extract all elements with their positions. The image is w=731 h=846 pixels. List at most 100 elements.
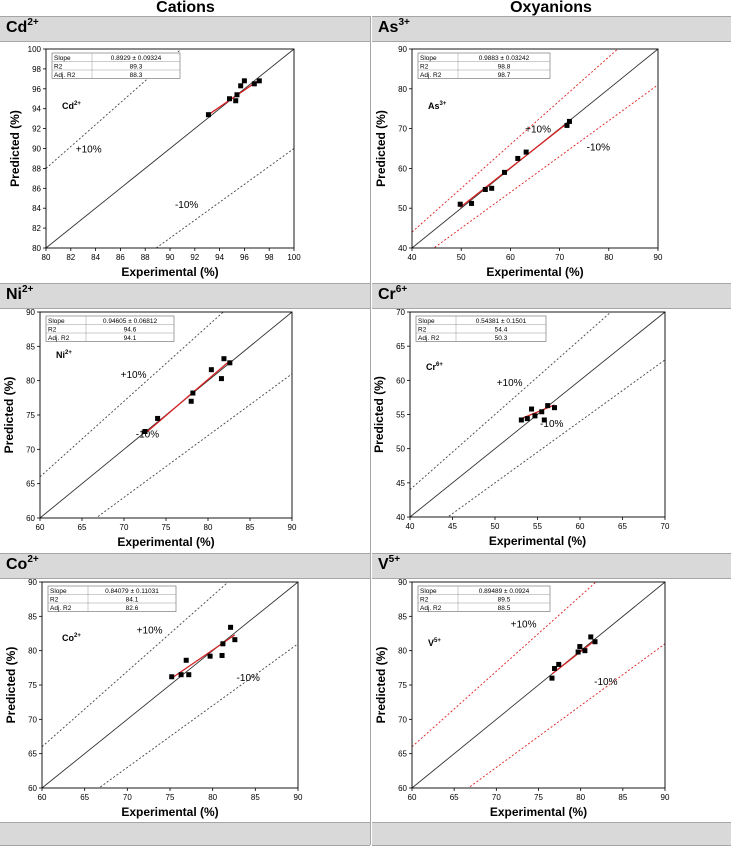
y-tick-label: 98 xyxy=(32,65,41,74)
y-tick-label: 90 xyxy=(26,308,35,317)
data-point xyxy=(220,641,226,647)
plot-ion-label: V5+ xyxy=(428,638,441,648)
ion-label-co: Co2+ xyxy=(6,554,39,573)
row-band-cr: Cr6+ xyxy=(372,283,731,309)
plot-ion-charge: 2+ xyxy=(65,350,72,356)
plot-ion-charge: 3+ xyxy=(440,101,447,107)
y-tick-label: 50 xyxy=(396,445,405,454)
stats-label: Slope xyxy=(420,55,437,62)
y-tick-label: 65 xyxy=(396,342,405,351)
y-tick-label: 70 xyxy=(28,715,37,724)
data-point xyxy=(582,648,588,654)
x-tick-label: 96 xyxy=(240,253,249,262)
stats-value: 54.4 xyxy=(495,326,508,333)
y-tick-label: 85 xyxy=(26,342,35,351)
data-point xyxy=(577,644,583,650)
stats-value: 88.3 xyxy=(130,72,143,79)
data-point xyxy=(219,652,225,658)
stats-value: 94.1 xyxy=(124,335,137,342)
x-axis-label: Experimental (%) xyxy=(117,535,214,549)
stats-label: Adj. R2 xyxy=(48,335,70,342)
x-tick-label: 92 xyxy=(190,253,199,262)
data-point xyxy=(221,356,227,362)
stats-value: 88.5 xyxy=(498,605,511,612)
ion-label-as: As3+ xyxy=(378,17,410,36)
stats-label: Slope xyxy=(54,55,71,62)
stats-box xyxy=(417,585,551,612)
data-point xyxy=(545,403,551,409)
data-point xyxy=(207,653,213,659)
chart-cd: 80 82 84 86 88 90 92 94 96 98 100 80 82 84 86 88 90 92 94 9… xyxy=(8,45,301,279)
stats-box xyxy=(415,315,547,342)
data-point xyxy=(552,405,557,411)
plot-frame xyxy=(411,48,659,249)
y-tick-label: 88 xyxy=(32,164,41,173)
data-point xyxy=(227,360,233,366)
chart-as: 40 50 60 70 80 90 40 50 60 70 80 90 Experimental (%)… xyxy=(374,45,663,279)
y-tick-label: 70 xyxy=(26,445,35,454)
y-tick-label: 80 xyxy=(398,647,407,656)
column-header-cations: Cations xyxy=(156,0,215,16)
x-tick-label: 60 xyxy=(408,793,417,802)
x-tick-label: 86 xyxy=(116,253,125,262)
chart-cell-as: 40 50 60 70 80 90 40 50 60 70 80 90 Experimental (%)… xyxy=(372,41,731,282)
y-tick-label: 80 xyxy=(398,85,407,94)
data-point xyxy=(469,200,475,206)
data-point xyxy=(178,672,184,678)
x-tick-label: 60 xyxy=(576,522,585,531)
data-point xyxy=(228,624,234,630)
x-tick-label: 85 xyxy=(251,793,260,802)
data-point xyxy=(489,185,495,191)
y-axis-label: Predicted (%) xyxy=(374,110,388,187)
stats-label: Adj. R2 xyxy=(50,605,72,612)
data-point xyxy=(186,672,192,678)
x-tick-label: 98 xyxy=(265,253,274,262)
y-tick-label: 60 xyxy=(398,784,407,793)
stats-label: R2 xyxy=(48,326,57,333)
plus-10-line xyxy=(412,49,619,233)
y-axis-label: Predicted (%) xyxy=(8,110,22,187)
x-tick-label: 40 xyxy=(406,522,415,531)
x-tick-label: 84 xyxy=(91,253,100,262)
data-point xyxy=(482,186,488,192)
y-tick-label: 75 xyxy=(26,411,35,420)
y-tick-label: 60 xyxy=(28,784,37,793)
minus-10-label: -10% xyxy=(136,430,159,441)
data-point xyxy=(205,112,211,118)
data-point xyxy=(457,201,463,207)
plot-ion-label: Co2+ xyxy=(62,633,81,643)
stats-label: Slope xyxy=(420,588,437,595)
data-point xyxy=(523,149,529,155)
data-point xyxy=(232,637,238,643)
plot-ion-label: As3+ xyxy=(428,101,447,111)
data-point xyxy=(183,657,189,663)
identity-line xyxy=(410,312,665,517)
data-point xyxy=(564,122,570,128)
x-tick-label: 100 xyxy=(287,253,301,262)
minus-10-line xyxy=(433,84,658,248)
x-tick-label: 70 xyxy=(492,793,501,802)
x-tick-label: 90 xyxy=(166,253,175,262)
y-tick-label: 92 xyxy=(32,125,41,134)
x-tick-label: 80 xyxy=(204,523,213,532)
x-tick-label: 80 xyxy=(604,253,613,262)
stats-value: 0.8929 ± 0.09324 xyxy=(111,55,162,62)
data-point xyxy=(529,406,535,412)
data-point xyxy=(188,398,194,404)
chart-cell-ni: 60 65 70 75 80 85 90 60 65 70 75 80 85 90 Experimental… xyxy=(0,308,370,552)
minus-10-label: -10% xyxy=(237,673,260,684)
data-point xyxy=(190,390,196,396)
y-tick-label: 85 xyxy=(28,612,37,621)
y-tick-label: 80 xyxy=(28,647,37,656)
stats-value: 0.94605 ± 0.06812 xyxy=(103,318,158,325)
column-header-oxyanions: Oxyanions xyxy=(510,0,592,16)
x-tick-label: 65 xyxy=(450,793,459,802)
y-tick-label: 50 xyxy=(398,204,407,213)
x-tick-label: 75 xyxy=(166,793,175,802)
x-axis-label: Experimental (%) xyxy=(121,805,218,819)
minus-10-line xyxy=(467,643,665,788)
x-axis-label: Experimental (%) xyxy=(486,265,583,279)
chart-cell-v: 60 65 70 75 80 85 90 60 65 70 75 80 85 90 Experimental… xyxy=(372,578,731,821)
data-point xyxy=(524,416,530,422)
stats-label: Slope xyxy=(50,588,67,595)
